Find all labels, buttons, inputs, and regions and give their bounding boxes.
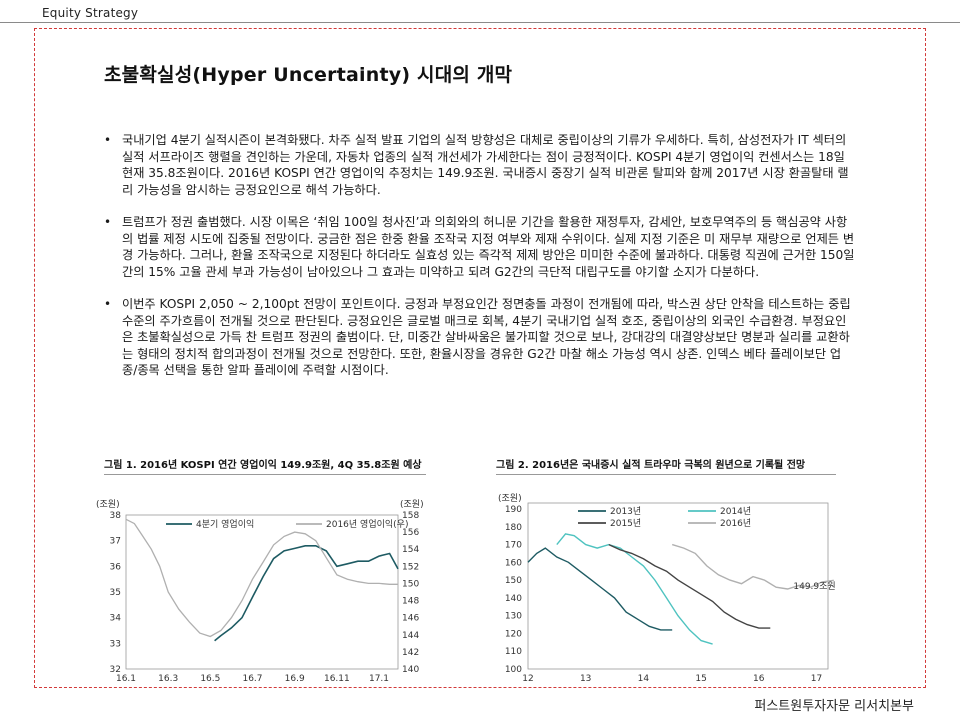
figure-1: 그림 1. 2016년 KOSPI 연간 영업이익 149.9조원, 4Q 35… xyxy=(96,456,426,689)
x-tick-label: 13 xyxy=(580,674,591,684)
y-left-tick-label: 33 xyxy=(110,639,121,649)
y-right-tick-label: 140 xyxy=(402,665,419,675)
legend-label: 4분기 영업이익 xyxy=(196,518,254,530)
y-right-tick-label: 148 xyxy=(402,597,419,607)
legend-label: 2015년 xyxy=(610,518,641,529)
x-tick-label: 16 xyxy=(753,674,765,684)
y-tick-label: 170 xyxy=(505,541,522,551)
bullet-list: • 국내기업 4분기 실적시즌이 본격화됐다. 차주 실적 발표 기업의 실적 … xyxy=(104,132,856,395)
figure-1-rule xyxy=(104,474,426,475)
x-tick-label: 16.7 xyxy=(242,674,262,684)
y-tick-label: 150 xyxy=(505,576,522,586)
figure-2-rule xyxy=(496,474,836,475)
right-axis-unit: (조원) xyxy=(400,499,424,510)
y-tick-label: 160 xyxy=(505,558,522,568)
bullet-marker: • xyxy=(104,133,112,147)
footer-org: 퍼스트원투자자문 리서치본부 xyxy=(754,699,914,714)
x-tick-label: 16.1 xyxy=(116,674,136,684)
y-tick-label: 190 xyxy=(505,505,522,515)
series-line xyxy=(608,543,771,629)
y-tick-label: 130 xyxy=(505,612,522,622)
x-tick-label: 17 xyxy=(811,674,822,684)
section-label: Equity Strategy xyxy=(42,6,139,20)
x-tick-label: 14 xyxy=(638,674,650,684)
figure-1-chart: (조원) (조원) 32 33 34 35 36 37 38 140 142 144 146 148 150… xyxy=(96,499,424,684)
y-left-tick-label: 37 xyxy=(110,537,121,547)
y-tick-label: 100 xyxy=(505,665,522,675)
y-right-tick-label: 142 xyxy=(402,648,419,658)
series-line xyxy=(214,545,399,642)
header-divider xyxy=(0,22,960,23)
left-axis-unit: (조원) xyxy=(96,499,120,510)
y-right-tick-label: 150 xyxy=(402,579,419,589)
x-tick-label: 12 xyxy=(522,674,533,684)
plot-frame xyxy=(527,502,829,670)
y-tick-label: 110 xyxy=(505,647,522,657)
bullet-marker: • xyxy=(104,215,112,229)
content-frame xyxy=(34,28,926,688)
y-right-tick-label: 156 xyxy=(402,528,419,538)
y-right-tick-label: 158 xyxy=(402,511,419,521)
series-line xyxy=(671,543,834,590)
x-tick-label: 15 xyxy=(695,674,706,684)
y-tick-label: 140 xyxy=(505,594,522,604)
bullet-text: 국내기업 4분기 실적시즌이 본격화됐다. 차주 실적 발표 기업의 실적 방향… xyxy=(122,133,849,197)
y-right-tick-label: 152 xyxy=(402,562,419,572)
figure-2: 그림 2. 2016년은 국내증시 실적 트라우마 극복의 원년으로 기록될 전… xyxy=(496,456,836,689)
legend-label: 2016년 xyxy=(720,518,751,529)
y-right-tick-label: 154 xyxy=(402,545,419,555)
value-annotation: 149.9조원 xyxy=(793,581,835,592)
left-axis-unit: (조원) xyxy=(498,493,522,504)
x-tick-label: 16.11 xyxy=(324,674,350,684)
bullet-text: 이번주 KOSPI 2,050 ~ 2,100pt 전망이 포인트이다. 긍정과… xyxy=(122,297,851,377)
series-line xyxy=(556,533,713,645)
series-line xyxy=(125,518,398,638)
figure-1-title: 그림 1. 2016년 KOSPI 연간 영업이익 149.9조원, 4Q 35… xyxy=(104,460,422,471)
legend-label: 2016년 영업이익(우) xyxy=(326,518,408,530)
y-left-tick-label: 36 xyxy=(110,562,122,572)
figure-2-chart: (조원) 100 110 120 130 140 150 160 170 180 190 12 13 14… xyxy=(498,493,836,684)
page-title: 초불확실성(Hyper Uncertainty) 시대의 개막 xyxy=(104,64,513,86)
series-line xyxy=(527,547,673,631)
x-tick-label: 16.5 xyxy=(200,674,220,684)
y-left-tick-label: 34 xyxy=(110,614,122,624)
y-right-tick-label: 146 xyxy=(402,614,419,624)
x-tick-label: 16.9 xyxy=(285,674,305,684)
y-left-tick-label: 32 xyxy=(110,665,121,675)
plot-frame xyxy=(125,514,399,670)
bullet-item: • 국내기업 4분기 실적시즌이 본격화됐다. 차주 실적 발표 기업의 실적 … xyxy=(104,132,856,198)
x-tick-label: 17.1 xyxy=(369,674,389,684)
y-left-tick-label: 35 xyxy=(110,588,121,598)
bullet-item: • 트럼프가 정권 출범했다. 시장 이목은 ‘취임 100일 청사진’과 의회… xyxy=(104,214,856,280)
y-tick-label: 120 xyxy=(505,629,522,639)
y-tick-label: 180 xyxy=(505,523,522,533)
legend-label: 2014년 xyxy=(720,506,751,517)
y-right-tick-label: 144 xyxy=(402,631,419,641)
legend-label: 2013년 xyxy=(610,506,641,517)
y-left-tick-label: 38 xyxy=(110,511,122,521)
bullet-item: • 이번주 KOSPI 2,050 ~ 2,100pt 전망이 포인트이다. 긍… xyxy=(104,296,856,379)
bullet-text: 트럼프가 정권 출범했다. 시장 이목은 ‘취임 100일 청사진’과 의회와의… xyxy=(122,215,855,279)
bullet-marker: • xyxy=(104,297,112,311)
figure-2-title: 그림 2. 2016년은 국내증시 실적 트라우마 극복의 원년으로 기록될 전… xyxy=(496,460,806,471)
x-tick-label: 16.3 xyxy=(158,674,178,684)
